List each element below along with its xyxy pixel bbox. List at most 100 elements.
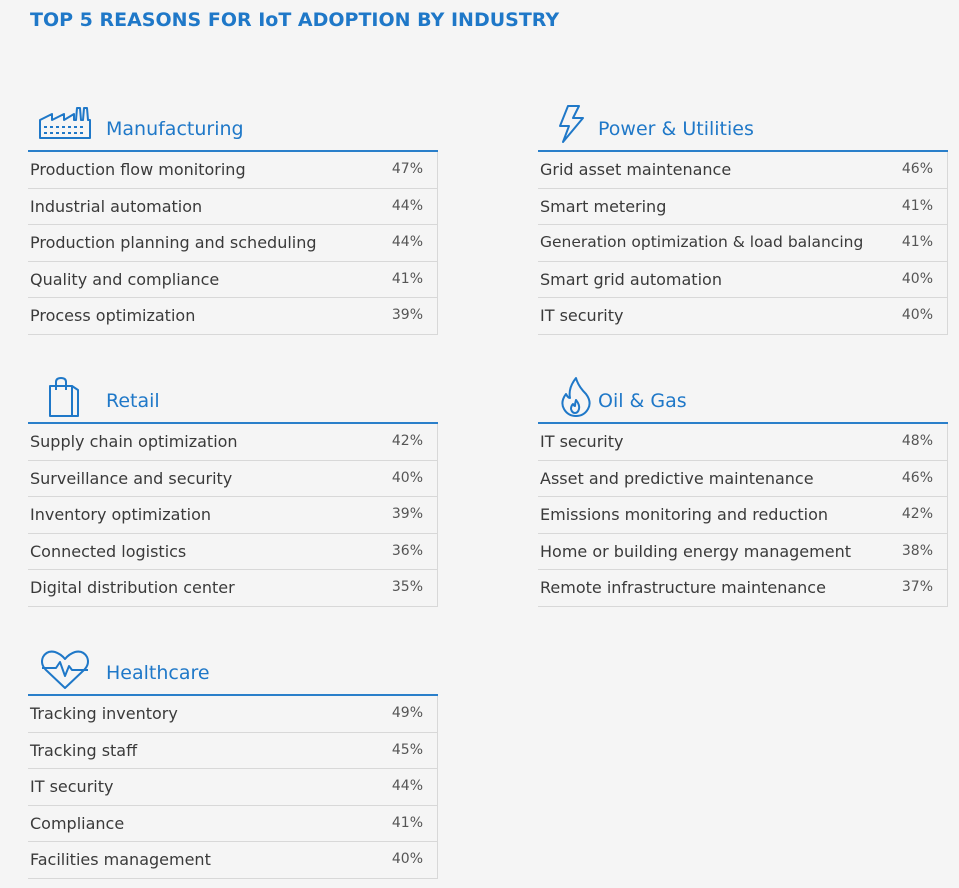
list-item: Production flow monitoring 47% (28, 152, 438, 189)
panel-header: Oil & Gas (538, 370, 948, 422)
reason-label: Process optimization (30, 306, 196, 325)
factory-icon (38, 104, 92, 146)
reason-label: Compliance (30, 813, 125, 833)
panel-header: Healthcare (28, 642, 438, 694)
reason-label: Facilities management (30, 850, 211, 869)
industry-name: Healthcare (106, 662, 210, 684)
list-item: Industrial automation 44% (28, 188, 438, 225)
industry-panel-healthcare: Healthcare Tracking inventory 49% Trackin… (28, 642, 438, 879)
list-item: IT security 48% (538, 424, 948, 461)
lightning-bolt-icon (548, 104, 602, 146)
list-item: Grid asset maintenance 46% (538, 152, 948, 189)
reason-label: Grid asset maintenance (540, 160, 732, 179)
reason-percent: 41% (391, 814, 423, 831)
reason-percent: 46% (901, 161, 933, 177)
shopping-bag-icon (38, 376, 92, 418)
reason-label: IT security (540, 306, 624, 325)
reason-label: Remote infrastructure maintenance (540, 578, 826, 597)
reason-percent: 40% (391, 469, 423, 486)
list-item: Digital distribution center 35% (28, 570, 438, 607)
page-title: TOP 5 REASONS FOR IoT ADOPTION BY INDUST… (30, 9, 560, 31)
reason-percent: 44% (391, 234, 423, 250)
reason-percent: 42% (391, 433, 423, 449)
reason-percent: 38% (901, 542, 933, 559)
list-item: IT security 40% (538, 298, 948, 335)
reasons-list: Grid asset maintenance 46% Smart metering… (538, 150, 948, 335)
reason-label: IT security (540, 432, 624, 451)
reason-percent: 36% (391, 542, 423, 559)
reason-label: Industrial automation (30, 196, 203, 216)
reason-label: Production flow monitoring (30, 160, 246, 179)
reason-label: Tracking inventory (30, 704, 178, 723)
panel-header: Manufacturing (28, 98, 438, 150)
panel-header: Retail (28, 370, 438, 422)
reason-percent: 41% (901, 234, 933, 250)
list-item: Asset and predictive maintenance 46% (538, 460, 948, 497)
industry-name: Retail (106, 390, 160, 412)
list-item: IT security 44% (28, 769, 438, 806)
list-item: Smart grid automation 40% (538, 261, 948, 298)
reason-percent: 39% (391, 307, 423, 323)
list-item: Supply chain optimization 42% (28, 424, 438, 461)
list-item: Tracking staff 45% (28, 732, 438, 769)
reason-label: Inventory optimization (30, 505, 212, 524)
industry-name: Oil & Gas (598, 390, 687, 412)
heart-pulse-icon (38, 648, 92, 690)
reason-percent: 40% (391, 851, 423, 867)
reason-percent: 42% (901, 506, 933, 522)
industry-panel-manufacturing: Manufacturing Production flow monitoring… (28, 98, 438, 335)
list-item: Process optimization 39% (28, 298, 438, 335)
reason-label: Surveillance and security (30, 468, 233, 488)
industry-name: Power & Utilities (598, 118, 754, 140)
reason-label: Supply chain optimization (30, 432, 238, 451)
reason-percent: 49% (391, 705, 423, 721)
reason-percent: 35% (391, 579, 423, 595)
reason-percent: 41% (391, 270, 423, 287)
reason-percent: 48% (901, 433, 933, 449)
reason-percent: 47% (391, 161, 423, 177)
reason-percent: 41% (901, 197, 933, 214)
list-item: Connected logistics 36% (28, 533, 438, 570)
reason-label: Generation optimization & load balancing (540, 233, 864, 251)
list-item: Home or building energy management 38% (538, 533, 948, 570)
reason-label: Connected logistics (30, 541, 187, 561)
reasons-list: Production flow monitoring 47% Industrial… (28, 150, 438, 335)
industry-panel-oil-gas: Oil & Gas IT security 48% Asset and predi… (538, 370, 948, 607)
list-item: Tracking inventory 49% (28, 696, 438, 733)
list-item: Facilities management 40% (28, 842, 438, 879)
panel-header: Power & Utilities (538, 98, 948, 150)
reason-label: Tracking staff (30, 740, 138, 760)
reason-percent: 37% (901, 579, 933, 595)
flame-icon (548, 376, 602, 418)
reason-label: Production planning and scheduling (30, 233, 317, 252)
reason-label: Asset and predictive maintenance (540, 468, 814, 488)
reason-percent: 44% (391, 778, 423, 794)
list-item: Quality and compliance 41% (28, 261, 438, 298)
reason-percent: 45% (391, 741, 423, 758)
list-item: Emissions monitoring and reduction 42% (538, 497, 948, 534)
reason-percent: 40% (901, 307, 933, 323)
reason-label: Smart metering (540, 196, 667, 216)
reasons-list: IT security 48% Asset and predictive main… (538, 422, 948, 607)
industry-panel-power-utilities: Power & Utilities Grid asset maintenance… (538, 98, 948, 335)
list-item: Surveillance and security 40% (28, 460, 438, 497)
reason-percent: 44% (391, 197, 423, 214)
list-item: Compliance 41% (28, 805, 438, 842)
reason-label: Smart grid automation (540, 269, 722, 289)
reasons-list: Tracking inventory 49% Tracking staff 45% … (28, 694, 438, 879)
list-item: Remote infrastructure maintenance 37% (538, 570, 948, 607)
reason-label: IT security (30, 777, 114, 796)
list-item: Production planning and scheduling 44% (28, 225, 438, 262)
list-item: Generation optimization & load balancing… (538, 225, 948, 262)
reason-percent: 40% (901, 270, 933, 287)
reason-percent: 46% (901, 469, 933, 486)
reason-label: Digital distribution center (30, 578, 235, 597)
industry-panel-retail: Retail Supply chain optimization 42% Surv… (28, 370, 438, 607)
reason-label: Quality and compliance (30, 269, 220, 289)
reason-label: Emissions monitoring and reduction (540, 505, 829, 524)
list-item: Smart metering 41% (538, 188, 948, 225)
reasons-list: Supply chain optimization 42% Surveillanc… (28, 422, 438, 607)
industry-name: Manufacturing (106, 118, 244, 140)
reason-label: Home or building energy management (540, 541, 851, 561)
list-item: Inventory optimization 39% (28, 497, 438, 534)
